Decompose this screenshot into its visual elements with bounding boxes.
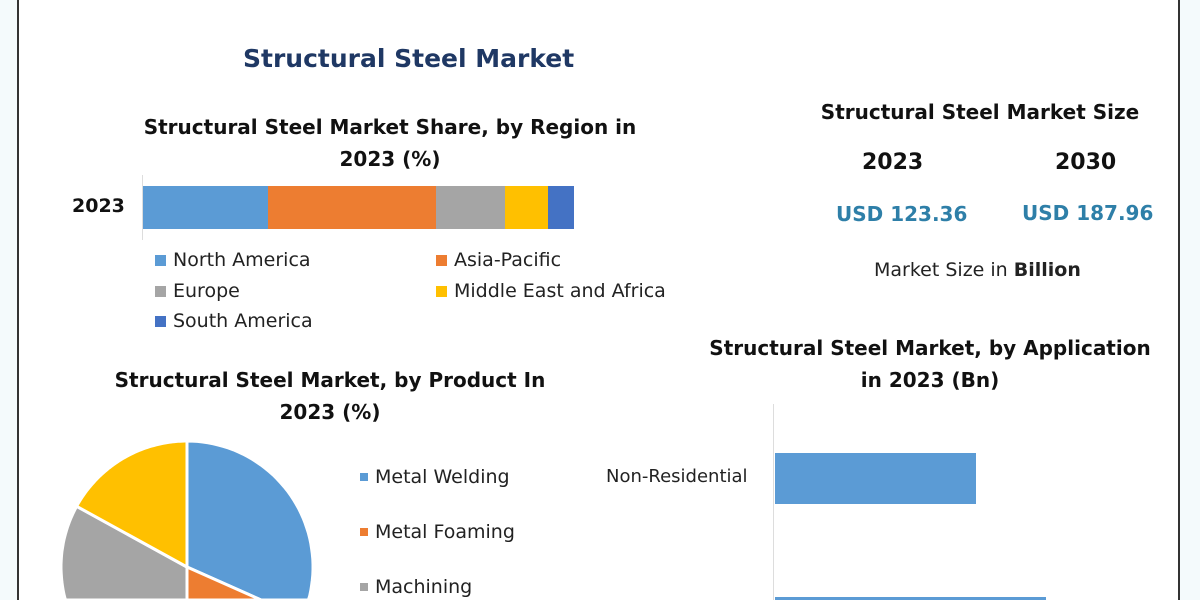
product-pie-chart <box>59 439 315 600</box>
legend-swatch <box>360 473 368 481</box>
pie-slice-metal-welding <box>185 439 315 600</box>
legend-label: South America <box>173 310 313 332</box>
pie-slice-slice-4 <box>74 439 189 570</box>
legend-swatch <box>155 285 166 297</box>
legend-swatch <box>360 528 368 536</box>
legend-swatch <box>155 254 166 266</box>
region-chart-title: Structural Steel Market Share, by Region… <box>110 111 670 175</box>
market-size-year-2023: 2023 <box>862 150 924 175</box>
market-size-note-prefix: Market Size in <box>874 259 1008 281</box>
market-size-value-2023: USD 123.36 <box>836 202 968 226</box>
legend-europe: Europe <box>155 280 240 302</box>
bar-segment-south-america <box>548 186 574 229</box>
product-title-line1: Structural Steel Market, by Product In <box>114 368 546 392</box>
market-size-note: Market Size in Billion <box>874 259 1081 281</box>
market-size-title: Structural Steel Market Size <box>820 100 1140 124</box>
application-bar-bar-2 <box>775 597 1046 600</box>
legend-swatch <box>436 254 447 266</box>
legend-metal-welding: Metal Welding <box>360 466 510 488</box>
application-title-line1: Structural Steel Market, by Application <box>709 336 1151 360</box>
page-title: Structural Steel Market <box>243 44 575 73</box>
region-axis <box>142 175 143 240</box>
bar-segment-north-america <box>143 186 268 229</box>
legend-swatch <box>155 315 166 327</box>
legend-label: Asia-Pacific <box>454 249 562 271</box>
legend-middle-east-africa: Middle East and Africa <box>436 280 666 302</box>
region-stacked-bar <box>143 186 574 229</box>
market-size-value-2030: USD 187.96 <box>1022 201 1154 225</box>
legend-machining: Machining <box>360 576 472 598</box>
legend-asia-pacific: Asia-Pacific <box>436 249 561 271</box>
legend-north-america: North America <box>155 249 311 271</box>
bar-segment-middle-east-and-africa <box>505 186 549 229</box>
application-chart-title: Structural Steel Market, by Application … <box>690 332 1170 396</box>
bar-segment-asia-pacific <box>267 186 437 229</box>
market-size-note-unit: Billion <box>1013 259 1081 281</box>
region-title-line2: 2023 (%) <box>339 147 441 171</box>
product-chart-title: Structural Steel Market, by Product In 2… <box>60 364 600 428</box>
bar-segment-europe <box>436 186 506 229</box>
region-title-line1: Structural Steel Market Share, by Region… <box>143 115 637 139</box>
legend-label: North America <box>173 249 311 271</box>
legend-label: Europe <box>173 280 240 302</box>
legend-label: Metal Foaming <box>375 521 515 543</box>
application-bar-non-residential <box>775 453 976 504</box>
application-label-non-residential: Non-Residential <box>606 466 748 487</box>
legend-label: Middle East and Africa <box>454 280 666 302</box>
legend-metal-foaming: Metal Foaming <box>360 521 515 543</box>
pie-slice-machining <box>59 504 189 600</box>
pie-slice-metal-foaming <box>185 564 262 600</box>
market-size-year-2030: 2030 <box>1055 150 1117 175</box>
legend-swatch <box>436 285 447 297</box>
region-category-label: 2023 <box>72 195 125 217</box>
product-title-line2: 2023 (%) <box>279 400 381 424</box>
legend-label: Machining <box>375 576 473 598</box>
legend-south-america: South America <box>155 310 313 332</box>
legend-label: Metal Welding <box>375 466 510 488</box>
legend-swatch <box>360 583 368 591</box>
application-title-line2: in 2023 (Bn) <box>860 368 1000 392</box>
application-axis <box>773 404 774 600</box>
